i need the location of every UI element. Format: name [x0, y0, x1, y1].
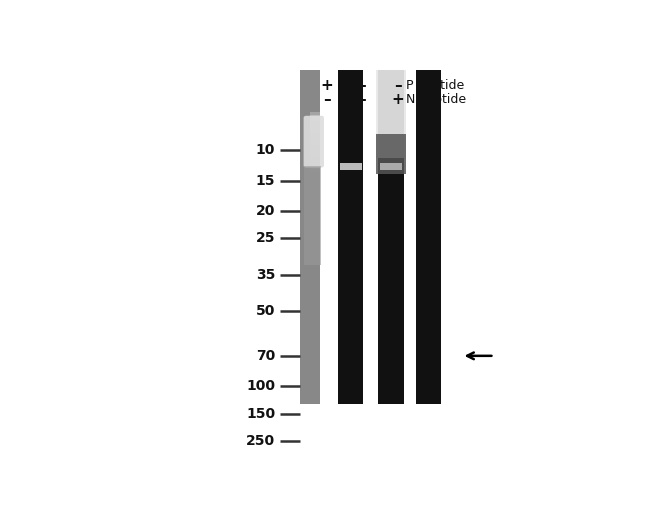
Bar [310, 124, 323, 130]
Text: –: – [358, 79, 366, 94]
Bar [310, 135, 323, 142]
Bar [310, 127, 323, 133]
Bar [310, 162, 323, 169]
Bar [310, 130, 323, 135]
Bar [310, 118, 323, 124]
Bar [310, 115, 323, 121]
Bar [310, 139, 323, 145]
Bar [310, 160, 323, 165]
Text: 150: 150 [246, 407, 275, 421]
Bar [378, 70, 404, 404]
Bar [338, 70, 363, 404]
Bar [416, 70, 441, 404]
Text: 20: 20 [256, 204, 275, 218]
Text: –: – [358, 92, 366, 107]
Bar [376, 134, 406, 174]
Bar [300, 70, 320, 404]
Text: 70: 70 [256, 349, 275, 363]
Text: 15: 15 [255, 174, 275, 189]
Text: 250: 250 [246, 434, 275, 448]
Bar [310, 145, 323, 150]
Text: +: + [391, 92, 404, 107]
Text: 10: 10 [256, 143, 275, 157]
Text: 35: 35 [256, 268, 275, 282]
Bar [310, 148, 323, 154]
Bar [310, 142, 323, 148]
Bar [340, 163, 362, 170]
Text: 100: 100 [246, 379, 275, 393]
Bar [310, 154, 323, 160]
Text: +: + [320, 79, 333, 94]
Bar [310, 157, 323, 162]
Bar [376, 70, 406, 158]
Bar [310, 121, 323, 127]
Bar [310, 150, 323, 157]
Text: –: – [323, 92, 331, 107]
Text: P Peptide: P Peptide [406, 80, 464, 93]
Text: N Peptide: N Peptide [406, 93, 466, 106]
Bar [304, 165, 322, 265]
Bar [310, 112, 323, 118]
FancyBboxPatch shape [304, 116, 324, 168]
Text: 25: 25 [255, 231, 275, 245]
Bar [310, 169, 323, 175]
Bar [310, 133, 323, 139]
Bar [380, 163, 402, 170]
Bar [310, 165, 323, 172]
Text: 50: 50 [256, 304, 275, 318]
Text: –: – [394, 79, 402, 94]
